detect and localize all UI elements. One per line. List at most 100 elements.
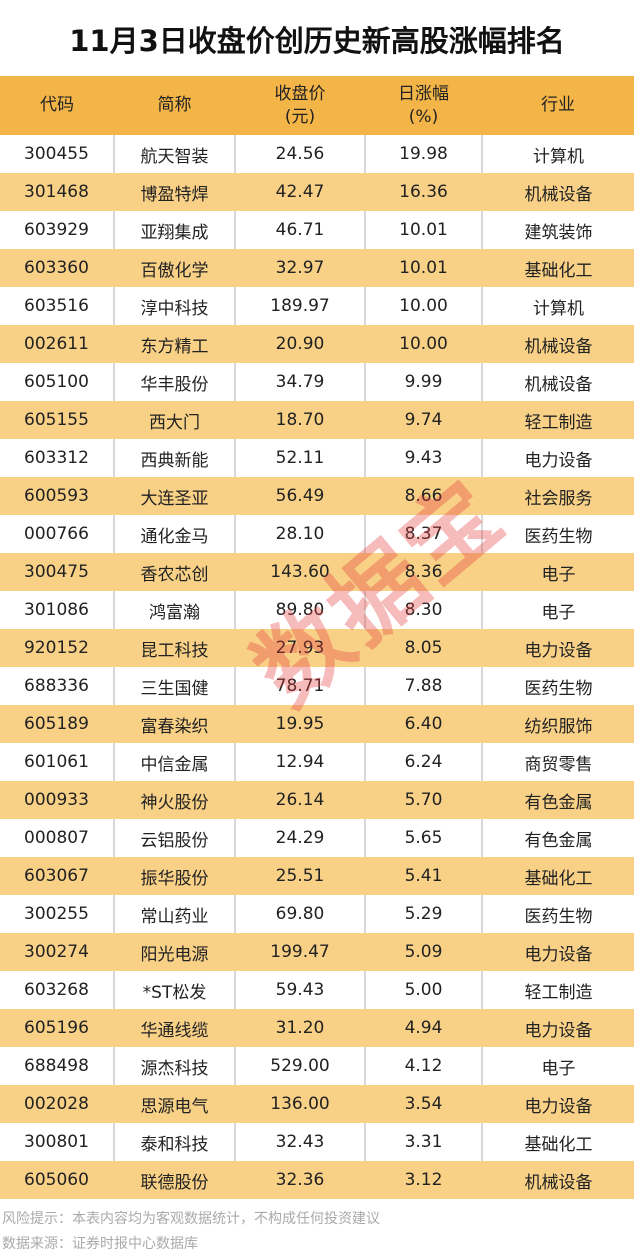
close-price-cell: 24.29	[234, 819, 365, 857]
code-cell: 603360	[0, 249, 114, 287]
name-cell: 通化金马	[113, 515, 235, 553]
code-cell: 605196	[0, 1009, 114, 1047]
table-row: 605060 联德股份 32.36 3.12 机械设备	[0, 1161, 634, 1199]
table-row: 300255 常山药业 69.80 5.29 医药生物	[0, 895, 634, 933]
industry-cell: 电子	[481, 1047, 634, 1085]
close-price-cell: 32.43	[234, 1123, 365, 1161]
name-cell: 大连圣亚	[113, 477, 235, 515]
industry-cell: 基础化工	[481, 857, 634, 895]
code-cell: 603516	[24, 296, 89, 316]
daily-change-cell: 3.54	[364, 1085, 482, 1123]
code-cell: 605060	[0, 1161, 114, 1199]
column-header: 日涨幅 (%)	[365, 76, 482, 135]
name-cell: 阳光电源	[113, 933, 235, 971]
table-row: 300274 阳光电源 199.47 5.09 电力设备	[0, 933, 634, 971]
industry-cell: 基础化工	[481, 1123, 634, 1161]
close-price-cell: 189.97	[234, 287, 365, 325]
name-cell: 昆工科技	[113, 629, 235, 667]
industry-cell: 电子	[481, 553, 634, 591]
close-price-cell: 136.00	[234, 1085, 365, 1123]
code-cell: 601061	[24, 752, 89, 772]
industry-cell: 有色金属	[481, 819, 634, 857]
name-cell: 香农芯创	[113, 553, 235, 591]
code-cell: 300475	[0, 553, 114, 591]
code-cell: 920152	[0, 629, 114, 667]
daily-change-cell: 8.05	[364, 629, 482, 667]
name-cell: 常山药业	[113, 895, 235, 933]
name-cell: 华丰股份	[113, 363, 235, 401]
close-price-cell: 529.00	[234, 1047, 365, 1085]
industry-cell: 计算机	[481, 135, 634, 173]
close-price-cell: 20.90	[234, 325, 365, 363]
table-row: 603268 *ST松发 59.43 5.00 轻工制造	[0, 971, 634, 1009]
industry-cell: 计算机	[481, 287, 634, 325]
risk-disclaimer: 风险提示：本表内容均为客观数据统计，不构成任何投资建议	[2, 1211, 380, 1227]
page-title: 11月3日收盘价创历史新高股涨幅排名	[69, 24, 565, 58]
daily-change-cell: 5.09	[364, 933, 482, 971]
name-cell: *ST松发	[113, 971, 235, 1009]
table-row: 605100 华丰股份 34.79 9.99 机械设备	[0, 363, 634, 401]
name-cell: 西典新能	[113, 439, 235, 477]
code-cell: 603067	[0, 857, 114, 895]
name-cell: 神火股份	[113, 781, 235, 819]
name-cell: 云铝股份	[113, 819, 235, 857]
daily-change-cell: 10.00	[364, 325, 482, 363]
industry-cell: 机械设备	[481, 325, 634, 363]
column-header: 收盘价 (元)	[235, 76, 365, 135]
name-cell: 西大门	[113, 401, 235, 439]
close-price-cell: 89.80	[234, 591, 365, 629]
daily-change-cell: 9.99	[364, 363, 482, 401]
daily-change-cell: 5.70	[364, 781, 482, 819]
industry-cell: 医药生物	[481, 667, 634, 705]
daily-change-cell: 10.01	[364, 211, 482, 249]
close-price-cell: 26.14	[234, 781, 365, 819]
daily-change-cell: 8.66	[364, 477, 482, 515]
daily-change-cell: 5.29	[364, 895, 482, 933]
table-row: 000807 云铝股份 24.29 5.65 有色金属	[0, 819, 634, 857]
code-cell: 300455	[24, 144, 89, 164]
name-cell: 鸿富瀚	[113, 591, 235, 629]
close-price-cell: 34.79	[234, 363, 365, 401]
daily-change-cell: 6.24	[364, 743, 482, 781]
table-row: 300455 航天智装 24.56 19.98 计算机	[0, 135, 634, 173]
column-header: 代码	[0, 76, 114, 135]
table-row: 601061 中信金属 12.94 6.24 商贸零售	[0, 743, 634, 781]
name-cell: 三生国健	[113, 667, 235, 705]
daily-change-cell: 8.36	[364, 553, 482, 591]
close-price-cell: 69.80	[234, 895, 365, 933]
code-cell: 300274	[0, 933, 114, 971]
table-row: 300475 香农芯创 143.60 8.36 电子	[0, 553, 634, 591]
column-header: 简称	[114, 76, 235, 135]
close-price-cell: 78.71	[234, 667, 365, 705]
table-row: 688336 三生国健 78.71 7.88 医药生物	[0, 667, 634, 705]
code-cell: 002611	[0, 325, 114, 363]
data-source: 数据来源：证券时报中心数据库	[2, 1236, 198, 1252]
name-cell: 华通线缆	[113, 1009, 235, 1047]
close-price-cell: 52.11	[234, 439, 365, 477]
name-cell: 中信金属	[113, 743, 235, 781]
industry-cell: 机械设备	[481, 363, 634, 401]
industry-cell: 电力设备	[481, 1085, 634, 1123]
daily-change-cell: 10.00	[364, 287, 482, 325]
daily-change-cell: 9.74	[364, 401, 482, 439]
close-price-cell: 42.47	[234, 173, 365, 211]
code-cell: 000807	[24, 828, 89, 848]
table-row: 002611 东方精工 20.90 10.00 机械设备	[0, 325, 634, 363]
close-price-cell: 31.20	[234, 1009, 365, 1047]
name-cell: 淳中科技	[113, 287, 235, 325]
industry-cell: 医药生物	[481, 895, 634, 933]
daily-change-cell: 10.01	[364, 249, 482, 287]
daily-change-cell: 4.94	[364, 1009, 482, 1047]
industry-cell: 社会服务	[481, 477, 634, 515]
daily-change-cell: 5.00	[364, 971, 482, 1009]
name-cell: 博盈特焊	[113, 173, 235, 211]
industry-cell: 机械设备	[481, 173, 634, 211]
industry-cell: 轻工制造	[481, 971, 634, 1009]
table-row: 603516 淳中科技 189.97 10.00 计算机	[0, 287, 634, 325]
industry-cell: 机械设备	[481, 1161, 634, 1199]
name-cell: 思源电气	[113, 1085, 235, 1123]
table-row: 002028 思源电气 136.00 3.54 电力设备	[0, 1085, 634, 1123]
column-header: 行业	[482, 76, 634, 135]
industry-cell: 医药生物	[481, 515, 634, 553]
daily-change-cell: 3.12	[364, 1161, 482, 1199]
